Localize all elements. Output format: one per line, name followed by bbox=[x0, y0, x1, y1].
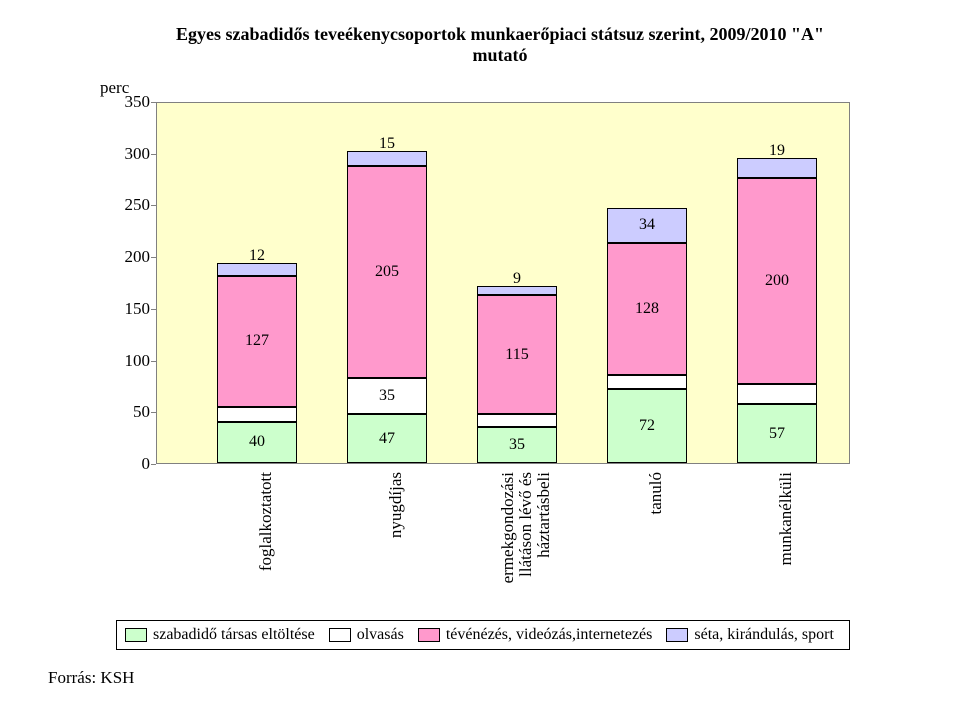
y-tick bbox=[151, 257, 156, 258]
y-tick bbox=[151, 102, 156, 103]
y-tick bbox=[151, 205, 156, 206]
legend-swatch bbox=[125, 628, 147, 642]
bar-value-label: 40 bbox=[217, 433, 297, 451]
bar-value-label: 115 bbox=[477, 346, 557, 364]
bar-value-label: 9 bbox=[477, 270, 557, 288]
y-tick bbox=[151, 464, 156, 465]
y-tick-label: 100 bbox=[110, 351, 150, 371]
slide: Egyes szabadidős teveékenycsoportok munk… bbox=[0, 0, 960, 720]
bar-value-label: 57 bbox=[737, 425, 817, 443]
category-label: ermekgondozási bbox=[498, 472, 518, 632]
chart-background: 4014127124735205153512115972131283457192… bbox=[156, 102, 850, 464]
bar-value-label: 47 bbox=[347, 430, 427, 448]
bar-value-label: 34 bbox=[607, 216, 687, 234]
category-label: foglalkoztatott bbox=[256, 472, 276, 632]
y-tick-label: 200 bbox=[110, 247, 150, 267]
bar-value-label: 72 bbox=[607, 417, 687, 435]
bar-segment bbox=[217, 407, 297, 421]
category-label: llátáson lévő és bbox=[516, 472, 536, 632]
bar-tanulo: 721312834 bbox=[607, 208, 687, 463]
legend-swatch bbox=[329, 628, 351, 642]
bar-segment bbox=[737, 158, 817, 178]
y-tick-label: 250 bbox=[110, 195, 150, 215]
source-text: Forrás: KSH bbox=[48, 668, 134, 688]
bar-value-label: 200 bbox=[737, 272, 817, 290]
y-tick-label: 0 bbox=[110, 454, 150, 474]
bar-value-label: 35 bbox=[477, 436, 557, 454]
bar-value-label: 127 bbox=[217, 332, 297, 350]
y-tick bbox=[151, 309, 156, 310]
y-tick bbox=[151, 361, 156, 362]
y-tick-label: 300 bbox=[110, 144, 150, 164]
chart-title: Egyes szabadidős teveékenycsoportok munk… bbox=[150, 24, 850, 66]
plot-area: 4014127124735205153512115972131283457192… bbox=[116, 102, 850, 464]
category-label: nyugdíjas bbox=[386, 472, 406, 632]
bar-value-label: 35 bbox=[347, 387, 427, 405]
y-tick-label: 50 bbox=[110, 402, 150, 422]
category-label: háztartásbeli bbox=[534, 472, 554, 632]
legend-swatch bbox=[666, 628, 688, 642]
legend-swatch bbox=[418, 628, 440, 642]
bar-value-label: 205 bbox=[347, 263, 427, 281]
bar-value-label: 12 bbox=[217, 247, 297, 265]
bar-value-label: 128 bbox=[607, 300, 687, 318]
bar-gyermekgondozasi: 35121159 bbox=[477, 286, 557, 463]
bar-segment bbox=[607, 375, 687, 388]
legend-label: szabadidő társas eltöltése bbox=[153, 626, 315, 644]
bar-segment bbox=[347, 151, 427, 167]
y-tick-label: 150 bbox=[110, 299, 150, 319]
y-tick bbox=[151, 154, 156, 155]
category-label: munkanélküli bbox=[776, 472, 796, 632]
legend-label: séta, kirándulás, sport bbox=[694, 626, 834, 644]
bar-segment bbox=[737, 384, 817, 404]
category-label: tanuló bbox=[646, 472, 666, 632]
bar-value-label: 19 bbox=[737, 142, 817, 160]
y-tick-label: 350 bbox=[110, 92, 150, 112]
legend: szabadidő társas eltöltéseolvasástévénéz… bbox=[116, 620, 850, 650]
bar-nyugdijas: 473520515 bbox=[347, 151, 427, 463]
bar-foglalkoztatott: 401412712 bbox=[217, 263, 297, 463]
y-tick bbox=[151, 412, 156, 413]
bar-value-label: 15 bbox=[347, 135, 427, 153]
bar-munkanelkuli: 571920019 bbox=[737, 158, 817, 463]
